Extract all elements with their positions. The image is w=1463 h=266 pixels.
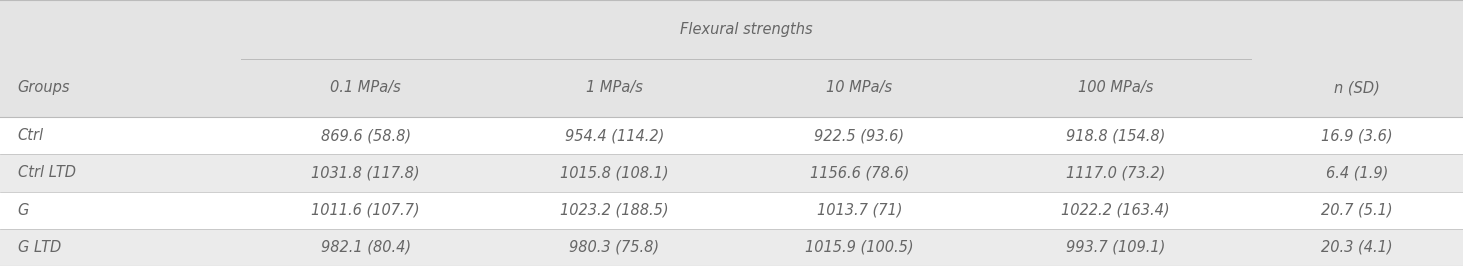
Text: G: G [18,203,29,218]
Text: 922.5 (93.6): 922.5 (93.6) [815,128,904,143]
Text: 1015.9 (100.5): 1015.9 (100.5) [805,240,914,255]
Text: 20.3 (4.1): 20.3 (4.1) [1321,240,1393,255]
Text: 954.4 (114.2): 954.4 (114.2) [565,128,664,143]
Bar [0,0,1463,59]
Text: Flexural strengths: Flexural strengths [680,22,812,37]
Bar [0,154,1463,192]
Text: n (SD): n (SD) [1334,80,1380,95]
Text: 6.4 (1.9): 6.4 (1.9) [1325,165,1388,180]
Text: 1015.8 (108.1): 1015.8 (108.1) [560,165,669,180]
Text: 20.7 (5.1): 20.7 (5.1) [1321,203,1393,218]
Text: 100 MPa/s: 100 MPa/s [1078,80,1153,95]
Bar [0,229,1463,266]
Text: 1117.0 (73.2): 1117.0 (73.2) [1067,165,1165,180]
Text: G LTD: G LTD [18,240,61,255]
Text: 1 MPa/s: 1 MPa/s [587,80,642,95]
Text: 1011.6 (107.7): 1011.6 (107.7) [312,203,420,218]
Text: 10 MPa/s: 10 MPa/s [827,80,892,95]
Bar [0,59,1463,117]
Text: 869.6 (58.8): 869.6 (58.8) [320,128,411,143]
Text: 980.3 (75.8): 980.3 (75.8) [569,240,660,255]
Text: 1023.2 (188.5): 1023.2 (188.5) [560,203,669,218]
Text: 0.1 MPa/s: 0.1 MPa/s [331,80,401,95]
Bar [0,117,1463,154]
Text: 918.8 (154.8): 918.8 (154.8) [1067,128,1165,143]
Text: Ctrl: Ctrl [18,128,44,143]
Text: Groups: Groups [18,80,70,95]
Text: 1022.2 (163.4): 1022.2 (163.4) [1061,203,1170,218]
Text: 1156.6 (78.6): 1156.6 (78.6) [811,165,909,180]
Text: 16.9 (3.6): 16.9 (3.6) [1321,128,1393,143]
Text: 982.1 (80.4): 982.1 (80.4) [320,240,411,255]
Text: Ctrl LTD: Ctrl LTD [18,165,76,180]
Text: 1013.7 (71): 1013.7 (71) [816,203,903,218]
Text: 993.7 (109.1): 993.7 (109.1) [1067,240,1165,255]
Bar [0,192,1463,229]
Text: 1031.8 (117.8): 1031.8 (117.8) [312,165,420,180]
